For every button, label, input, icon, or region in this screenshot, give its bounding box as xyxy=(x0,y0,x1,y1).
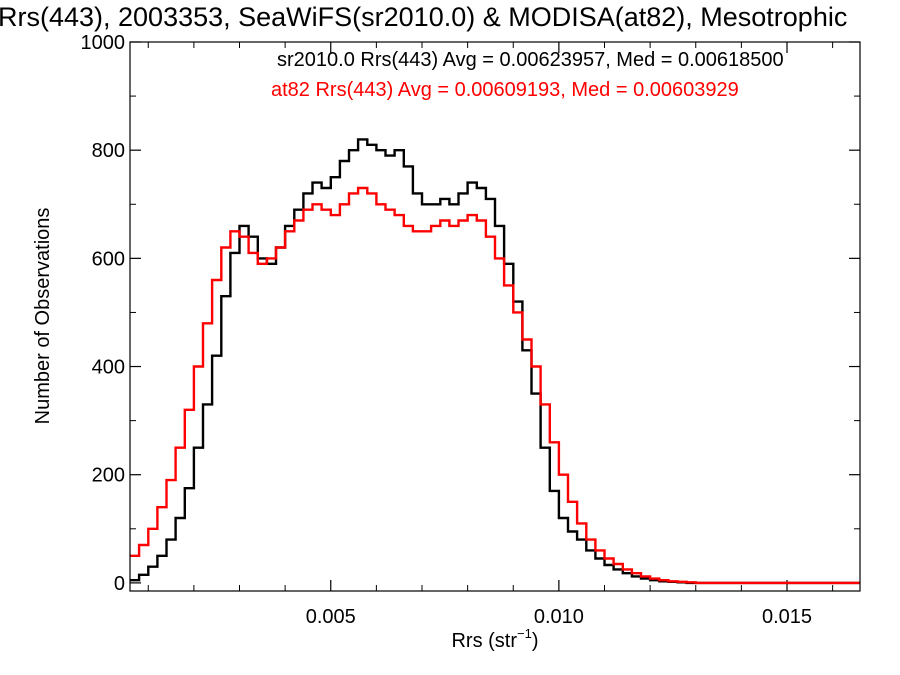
y-tick-label: 0 xyxy=(114,573,125,595)
x-axis-ticks: 0.005 0.010 0.015 xyxy=(147,42,834,628)
y-tick-label: 1000 xyxy=(81,32,126,54)
y-tick-label: 200 xyxy=(92,465,125,487)
x-tick-label: 0.010 xyxy=(534,606,584,628)
y-tick-label: 400 xyxy=(92,357,125,379)
y-axis-ticks: 0 200 400 600 800 1000 xyxy=(81,32,860,595)
x-axis-label-superscript: −1 xyxy=(517,626,532,641)
y-axis-label: Number of Observations xyxy=(32,208,54,425)
y-tick-label: 800 xyxy=(92,140,125,162)
series-line-1 xyxy=(130,186,860,585)
x-axis-label-text: Rrs (str xyxy=(451,630,517,652)
x-axis-label-end: ) xyxy=(532,630,539,652)
legend-entry-sr2010: sr2010.0 Rrs(443) Avg = 0.00623957, Med … xyxy=(277,49,784,71)
x-tick-label: 0.005 xyxy=(306,606,356,628)
x-tick-label: 0.015 xyxy=(762,606,812,628)
x-axis-label: Rrs (str−1) xyxy=(451,626,538,652)
series-layer xyxy=(130,138,860,585)
chart-title: Rrs(443), 2003353, SeaWiFS(sr2010.0) & M… xyxy=(0,2,847,32)
plot-frame xyxy=(129,41,861,592)
series-line-0 xyxy=(130,138,860,585)
legend-entry-at82: at82 Rrs(443) Avg = 0.00609193, Med = 0.… xyxy=(271,79,739,101)
y-tick-label: 600 xyxy=(92,248,125,270)
